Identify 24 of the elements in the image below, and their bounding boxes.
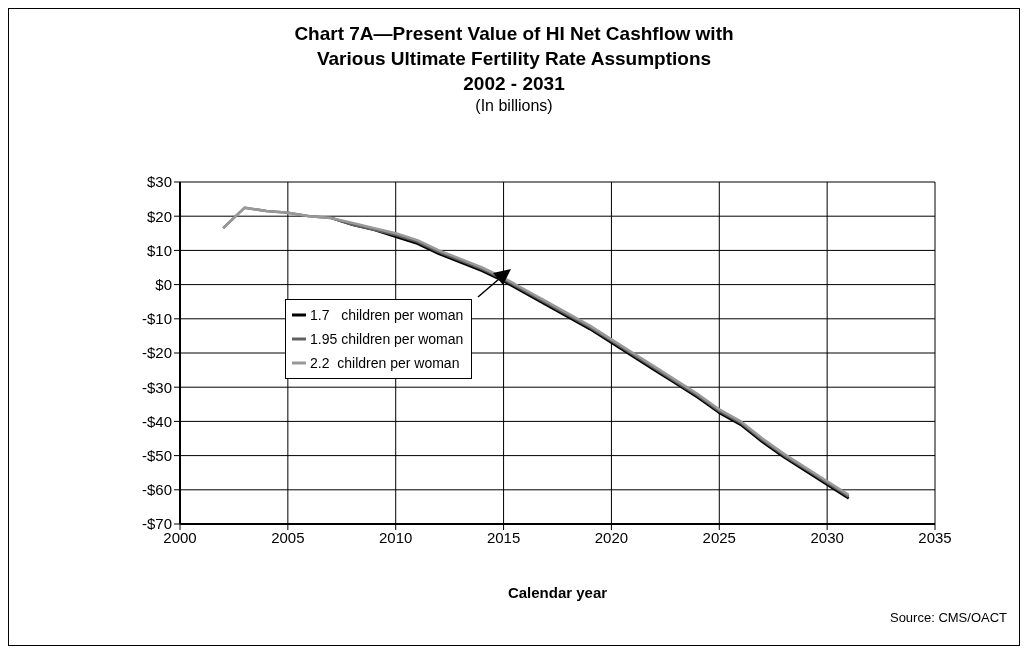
y-tick-label: -$20 <box>141 344 172 362</box>
x-tick-label: 2030 <box>810 528 844 546</box>
y-tick-label: -$40 <box>141 412 172 430</box>
y-tick-label: $20 <box>146 207 172 225</box>
chart-subtitle: (In billions) <box>474 97 554 115</box>
y-tick-label: $0 <box>155 275 172 293</box>
x-tick-label: 2005 <box>271 528 305 546</box>
y-tick-label: $30 <box>146 173 172 191</box>
y-tick-label: $10 <box>146 241 172 259</box>
x-axis-title: Calendar year <box>506 584 609 601</box>
legend-label: 2.2 children per woman <box>310 354 460 373</box>
y-tick-label: -$10 <box>141 310 172 328</box>
y-tick-label: -$50 <box>141 446 172 464</box>
source-note: Source: CMS/OACT <box>889 610 1007 625</box>
x-tick-label: 2020 <box>594 528 629 546</box>
y-tick-label: -$30 <box>141 378 172 396</box>
x-tick-label: 2015 <box>486 528 521 546</box>
legend-label: 1.95 children per woman <box>310 330 464 349</box>
y-tick-label: -$60 <box>141 481 172 499</box>
legend-label: 1.7 children per woman <box>310 306 464 325</box>
x-tick-label: 2035 <box>918 528 952 546</box>
x-tick-label: 2010 <box>379 528 413 546</box>
chart-title: Chart 7A—Present Value of HI Net Cashflow with Various Ultimate Fertility Rate Assumptions 2002 - 2031 <box>293 22 735 96</box>
x-tick-label: 2025 <box>702 528 736 546</box>
